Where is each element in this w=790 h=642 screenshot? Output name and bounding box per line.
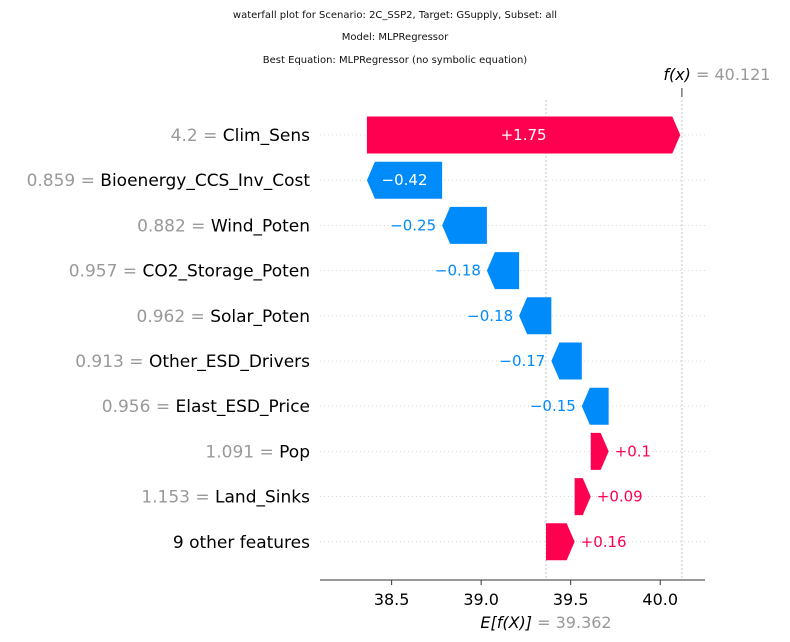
bar-negative <box>581 387 609 425</box>
equation-subtitle: Best Equation: MLPRegressor (no symbolic… <box>262 55 528 66</box>
contribution-label: −0.15 <box>530 397 576 415</box>
bar-negative <box>519 297 552 335</box>
output-value-number: = 40.121 <box>696 65 770 84</box>
chart-title: waterfall plot for Scenario: 2C_SSP2, Ta… <box>232 10 558 21</box>
x-tick-label: 38.5 <box>374 590 410 609</box>
feature-name: CO2_Storage_Poten <box>142 262 310 282</box>
feature-name: Clim_Sens <box>223 126 310 146</box>
output-value-label: f(x) = 40.121 <box>663 65 770 84</box>
feature-value: 0.859 = <box>27 171 101 191</box>
feature-value: 0.956 = <box>102 397 176 417</box>
x-tick-label: 39.0 <box>463 590 499 609</box>
feature-name: Wind_Poten <box>211 216 310 236</box>
feature-name: Bioenergy_CCS_Inv_Cost <box>100 171 310 191</box>
output-value-symbol: f(x) <box>663 65 696 84</box>
bar-negative <box>551 342 582 380</box>
contribution-label: −0.18 <box>435 262 481 280</box>
feature-label: 4.2 = Clim_Sens <box>171 126 310 146</box>
feature-value: 0.913 = <box>75 352 149 372</box>
feature-name: Pop <box>279 442 310 462</box>
bar-negative <box>366 161 443 199</box>
contribution-label: +0.16 <box>581 533 627 551</box>
feature-label: 0.859 = Bioenergy_CCS_Inv_Cost <box>27 171 311 191</box>
feature-value: 0.882 = <box>137 216 211 236</box>
feature-label: 1.153 = Land_Sinks <box>141 488 310 508</box>
feature-name: Other_ESD_Drivers <box>149 352 310 372</box>
feature-value: 1.091 = <box>205 442 279 462</box>
contribution-label: −0.42 <box>382 171 428 189</box>
contribution-label: −0.25 <box>390 216 436 234</box>
feature-label: 0.962 = Solar_Poten <box>136 307 310 327</box>
bar-positive <box>366 116 681 154</box>
bar-negative <box>442 206 487 244</box>
feature-name: 9 other features <box>173 533 310 553</box>
feature-name: Solar_Poten <box>210 307 310 327</box>
bar-positive <box>574 478 591 516</box>
feature-value: 0.962 = <box>136 307 210 327</box>
feature-value: 1.153 = <box>141 488 215 508</box>
bar-positive <box>545 523 575 561</box>
feature-label: 0.957 = CO2_Storage_Poten <box>69 262 310 282</box>
contribution-label: +0.1 <box>615 442 651 460</box>
x-axis-ticks: 38.5 39.0 39.5 40.0 <box>374 580 678 609</box>
base-value-symbol: E[f(X)] <box>480 613 537 632</box>
reference-lines <box>545 88 683 580</box>
feature-value: 0.957 = <box>69 262 143 282</box>
x-tick-label: 39.5 <box>553 590 589 609</box>
contribution-label: +0.09 <box>597 488 643 506</box>
feature-name: Land_Sinks <box>215 488 310 508</box>
base-value-number: = 39.362 <box>537 613 611 632</box>
contribution-label: +1.75 <box>501 126 547 144</box>
feature-label: 0.882 = Wind_Poten <box>137 216 310 236</box>
contribution-label: −0.17 <box>499 352 545 370</box>
labels: +1.75 4.2 = Clim_Sens −0.42 0.859 = Bioener… <box>27 65 771 632</box>
feature-label: 9 other features <box>173 533 310 553</box>
feature-label: 1.091 = Pop <box>205 442 310 462</box>
bar-positive <box>590 432 609 470</box>
contribution-label: −0.18 <box>467 307 513 325</box>
feature-label: 0.913 = Other_ESD_Drivers <box>75 352 310 372</box>
bar-negative <box>486 252 520 290</box>
model-subtitle: Model: MLPRegressor <box>341 32 449 43</box>
feature-label: 0.956 = Elast_ESD_Price <box>102 397 310 417</box>
base-value-label: E[f(X)] = 39.362 <box>480 613 611 632</box>
feature-name: Elast_ESD_Price <box>176 397 311 417</box>
x-tick-label: 40.0 <box>642 590 678 609</box>
feature-value: 4.2 = <box>171 126 223 146</box>
bars <box>366 116 681 561</box>
